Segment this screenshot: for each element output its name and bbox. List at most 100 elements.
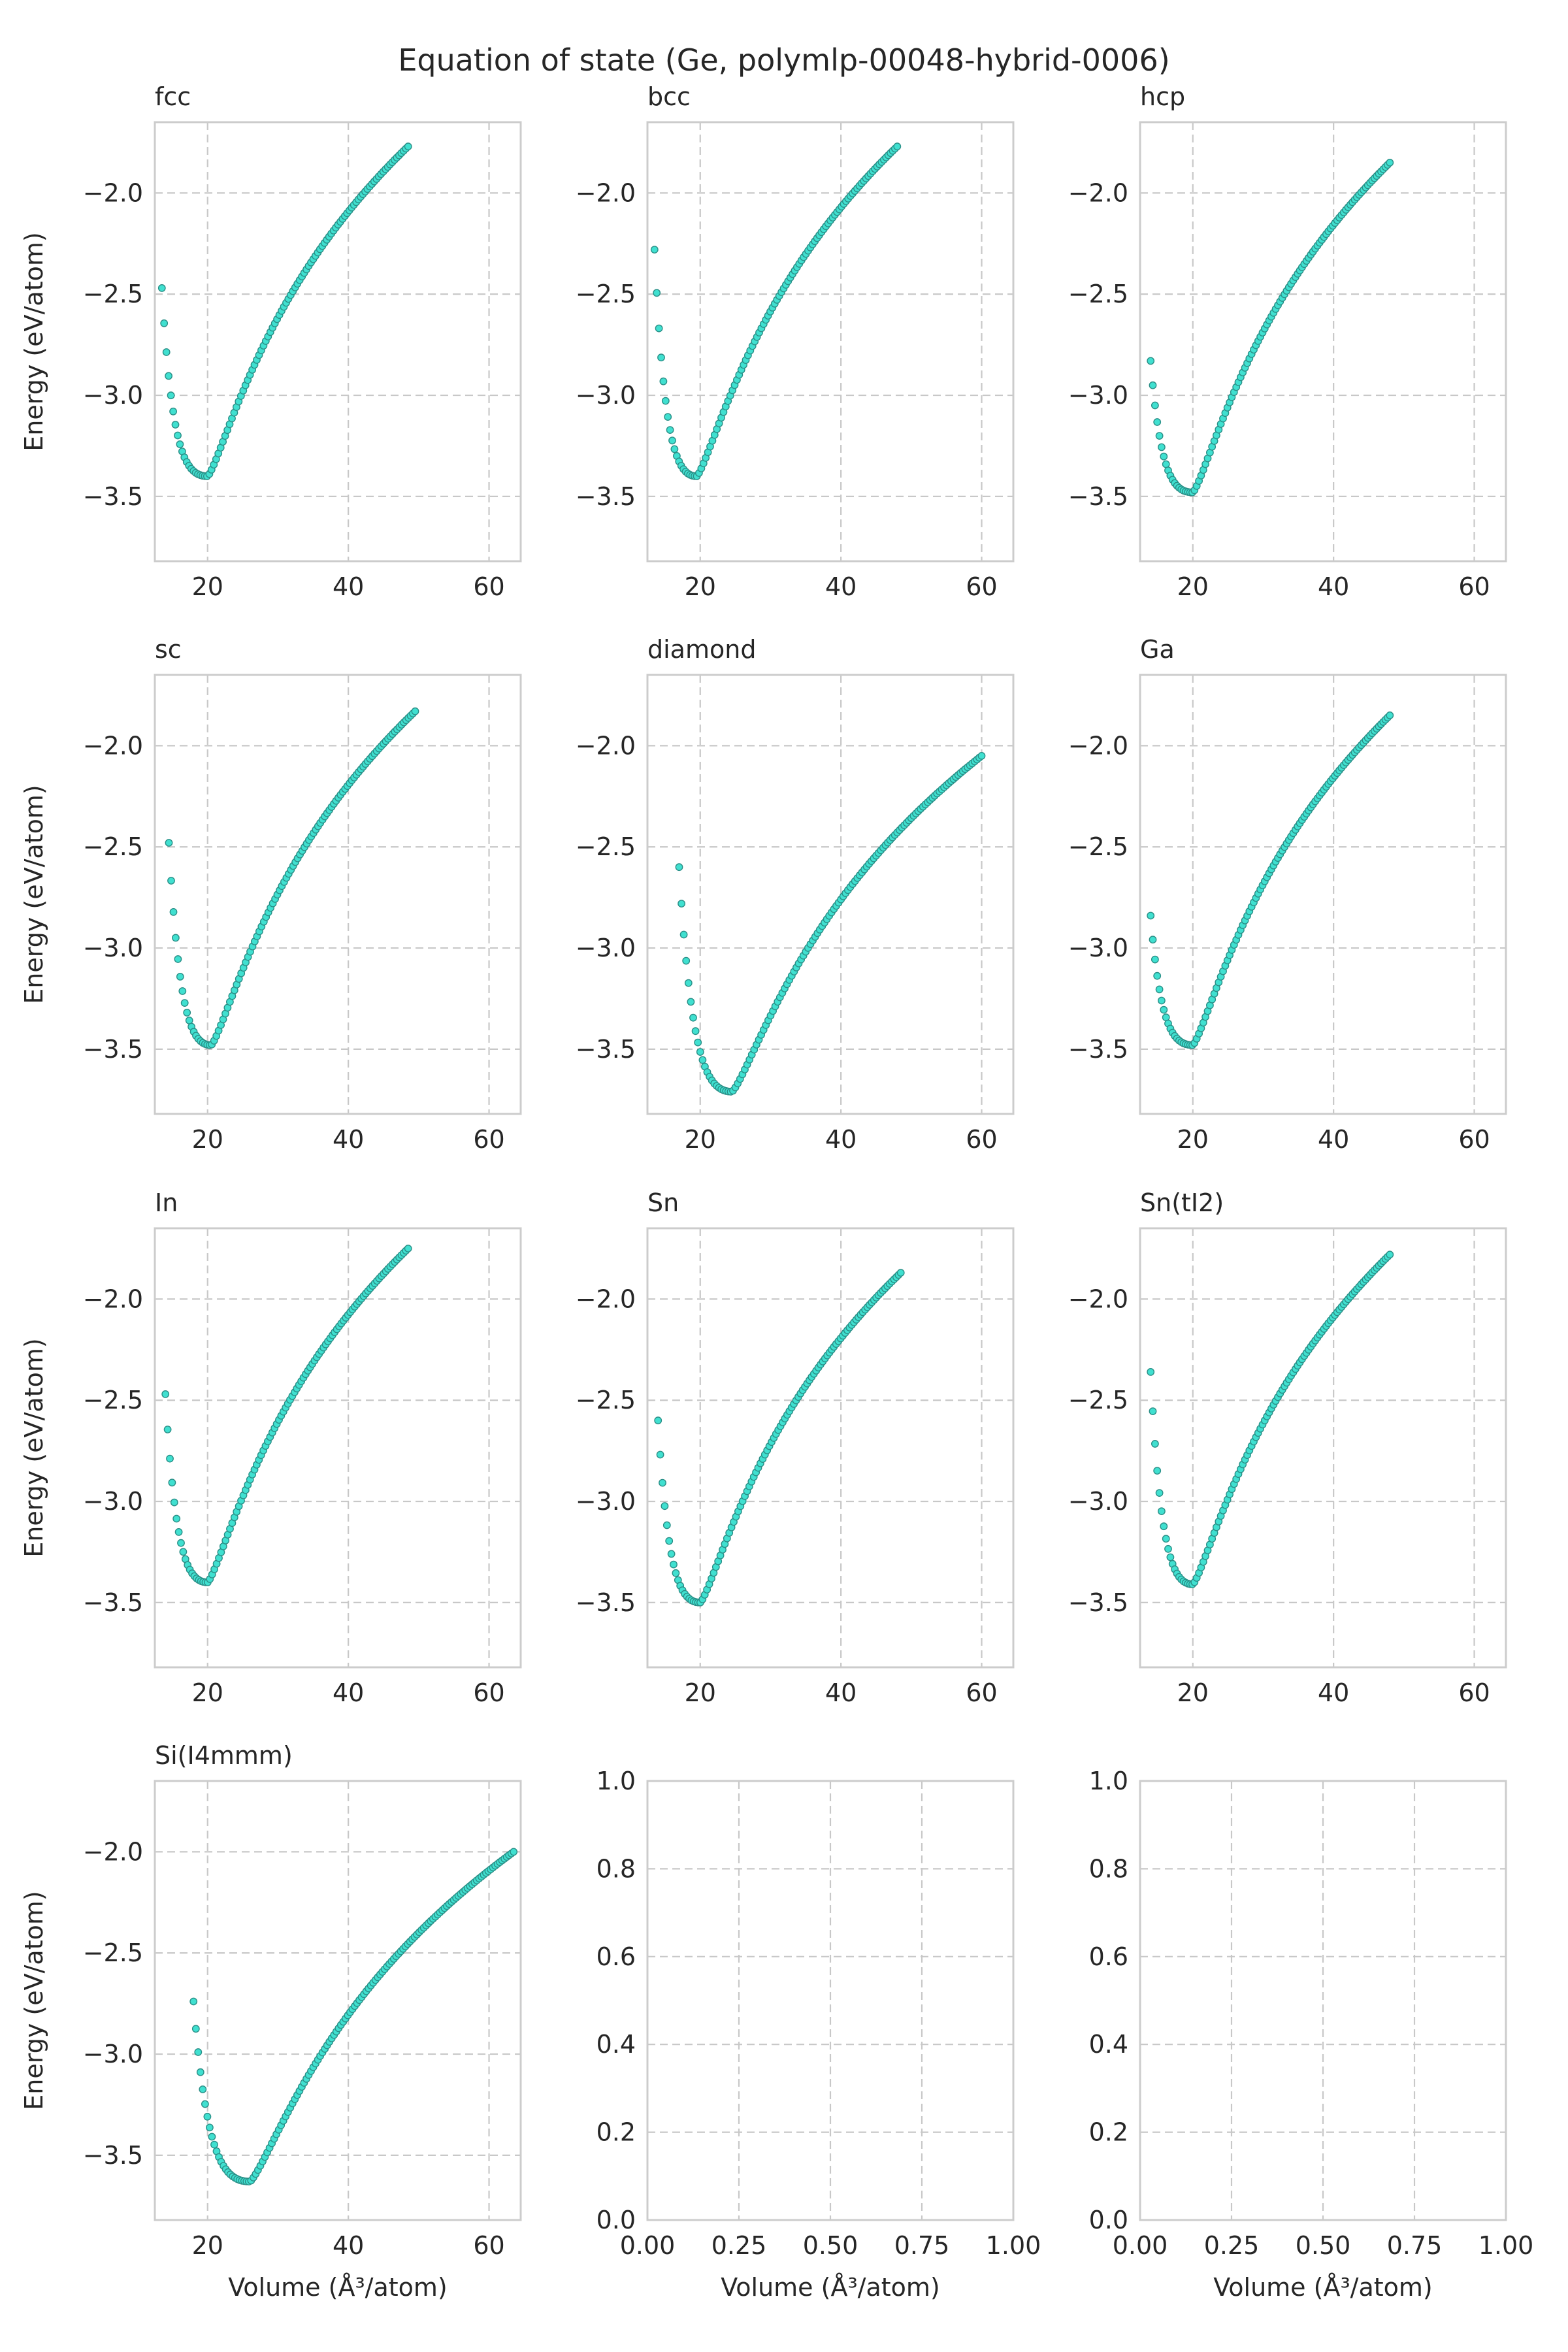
y-tick-label: −3.0 bbox=[576, 1487, 636, 1516]
y-tick-label: −2.5 bbox=[83, 1938, 143, 1967]
y-tick-label: −3.0 bbox=[1068, 934, 1128, 962]
data-point bbox=[1164, 1544, 1172, 1553]
y-tick-label: −3.0 bbox=[576, 934, 636, 962]
y-tick-label: 0.2 bbox=[1089, 2118, 1128, 2147]
subplot-title: fcc bbox=[155, 82, 191, 111]
axes-frame bbox=[154, 121, 522, 563]
y-tick-label: 0.4 bbox=[596, 2030, 636, 2059]
data-point bbox=[1151, 1439, 1159, 1448]
data-point bbox=[172, 1514, 181, 1523]
data-point bbox=[698, 1056, 707, 1064]
x-tick-label: 40 bbox=[825, 1125, 857, 1154]
y-tick-label: −2.5 bbox=[1068, 1386, 1128, 1414]
y-tick-label: −3.5 bbox=[1068, 482, 1128, 511]
data-point bbox=[670, 1560, 678, 1569]
data-point bbox=[654, 1416, 662, 1425]
data-point bbox=[171, 934, 180, 942]
data-point bbox=[178, 987, 187, 995]
y-tick-label: −3.5 bbox=[83, 1035, 143, 1064]
data-point bbox=[1162, 1535, 1170, 1543]
subplot-11: 0.00 0.25 0.50 0.75 1.00 1.0 0.8 0.6 0.4 0.2 0.0 Vo… bbox=[596, 1767, 1041, 2302]
subplot-7: 20 40 60 −2.0 −2.5 −3.0 −3.5 In Energy (eV/atom) bbox=[20, 1188, 522, 1707]
y-tick-label: −3.0 bbox=[1068, 381, 1128, 410]
data-point bbox=[1147, 1367, 1155, 1376]
y-tick-label: −2.5 bbox=[83, 1386, 143, 1414]
data-point bbox=[672, 1569, 680, 1577]
data-point bbox=[670, 445, 679, 453]
subplot-4: 20 40 60 −2.0 −2.5 −3.0 −3.5 sc Energy (eV/atom) bbox=[20, 635, 522, 1154]
data-point bbox=[653, 289, 661, 297]
series-points bbox=[654, 1269, 905, 1607]
series-points bbox=[1147, 1250, 1394, 1588]
y-tick-label: −3.5 bbox=[83, 1588, 143, 1617]
x-tick-label: 60 bbox=[966, 572, 997, 601]
x-axis-label: Volume (Å³/atom) bbox=[228, 2273, 448, 2302]
x-tick-label: 60 bbox=[473, 1678, 504, 1707]
x-tick-label: 60 bbox=[473, 2231, 504, 2260]
y-tick-label: 0.8 bbox=[1089, 1854, 1128, 1883]
x-tick-label: 0.50 bbox=[803, 2231, 858, 2260]
data-point bbox=[1166, 1553, 1175, 1561]
x-tick-label: 20 bbox=[685, 572, 716, 601]
series-points bbox=[161, 1245, 412, 1586]
x-tick-label: 0.00 bbox=[620, 2231, 676, 2260]
data-point bbox=[166, 1454, 174, 1463]
data-point bbox=[684, 979, 693, 987]
x-tick-label: 60 bbox=[473, 572, 504, 601]
x-tick-label: 40 bbox=[825, 572, 857, 601]
y-tick-label: 1.0 bbox=[1089, 1767, 1128, 1795]
data-point bbox=[167, 391, 175, 400]
subplot-title: bcc bbox=[647, 82, 691, 111]
y-tick-label: −2.5 bbox=[83, 280, 143, 308]
x-tick-label: 0.75 bbox=[894, 2231, 950, 2260]
subplot-6: 20 40 60 −2.0 −2.5 −3.0 −3.5 Ga bbox=[1068, 635, 1507, 1154]
y-tick-label: −2.0 bbox=[1068, 731, 1128, 760]
data-point bbox=[167, 877, 175, 885]
axes-frame bbox=[646, 1227, 1015, 1669]
data-point bbox=[176, 973, 184, 981]
data-point bbox=[169, 407, 177, 416]
y-axis-label: Energy (eV/atom) bbox=[20, 1891, 48, 2110]
x-axis-label: Volume (Å³/atom) bbox=[721, 2273, 940, 2302]
data-point bbox=[656, 1450, 664, 1459]
y-tick-label: −3.5 bbox=[576, 482, 636, 511]
x-tick-label: 40 bbox=[825, 1678, 857, 1707]
data-point bbox=[689, 1013, 697, 1022]
x-tick-label: 0.00 bbox=[1113, 2231, 1168, 2260]
x-axis-label: Volume (Å³/atom) bbox=[1213, 2273, 1433, 2302]
data-point bbox=[1158, 996, 1166, 1005]
axes-frame bbox=[1139, 1227, 1507, 1669]
data-point bbox=[208, 2132, 216, 2141]
y-tick-label: −3.0 bbox=[83, 1487, 143, 1516]
data-point bbox=[1160, 452, 1168, 461]
x-tick-label: 20 bbox=[685, 1678, 716, 1707]
series-points bbox=[165, 707, 419, 1049]
x-tick-label: 20 bbox=[192, 2231, 223, 2260]
x-tick-label: 40 bbox=[1318, 1678, 1349, 1707]
y-tick-label: −2.5 bbox=[576, 280, 636, 308]
y-axis-label: Energy (eV/atom) bbox=[20, 232, 48, 451]
y-tick-label: −3.0 bbox=[83, 934, 143, 962]
data-point bbox=[179, 1548, 188, 1556]
data-point bbox=[185, 1017, 193, 1024]
data-point bbox=[655, 324, 663, 333]
data-point bbox=[203, 2112, 212, 2121]
data-point bbox=[1151, 401, 1159, 410]
data-point bbox=[1160, 1005, 1168, 1014]
data-point bbox=[189, 1997, 198, 2006]
data-point bbox=[180, 999, 189, 1007]
y-tick-label: −3.5 bbox=[1068, 1035, 1128, 1064]
y-tick-label: 0.6 bbox=[596, 1942, 636, 1971]
data-point bbox=[411, 707, 419, 715]
y-tick-label: −3.0 bbox=[83, 381, 143, 410]
data-point bbox=[1149, 936, 1157, 944]
data-point bbox=[196, 2068, 204, 2076]
x-tick-label: 60 bbox=[966, 1678, 997, 1707]
data-point bbox=[696, 1048, 704, 1056]
x-tick-label: 60 bbox=[966, 1125, 997, 1154]
data-point bbox=[174, 1527, 183, 1536]
x-tick-label: 40 bbox=[333, 2231, 364, 2260]
y-tick-label: −2.0 bbox=[83, 1284, 143, 1313]
data-point bbox=[893, 142, 902, 151]
